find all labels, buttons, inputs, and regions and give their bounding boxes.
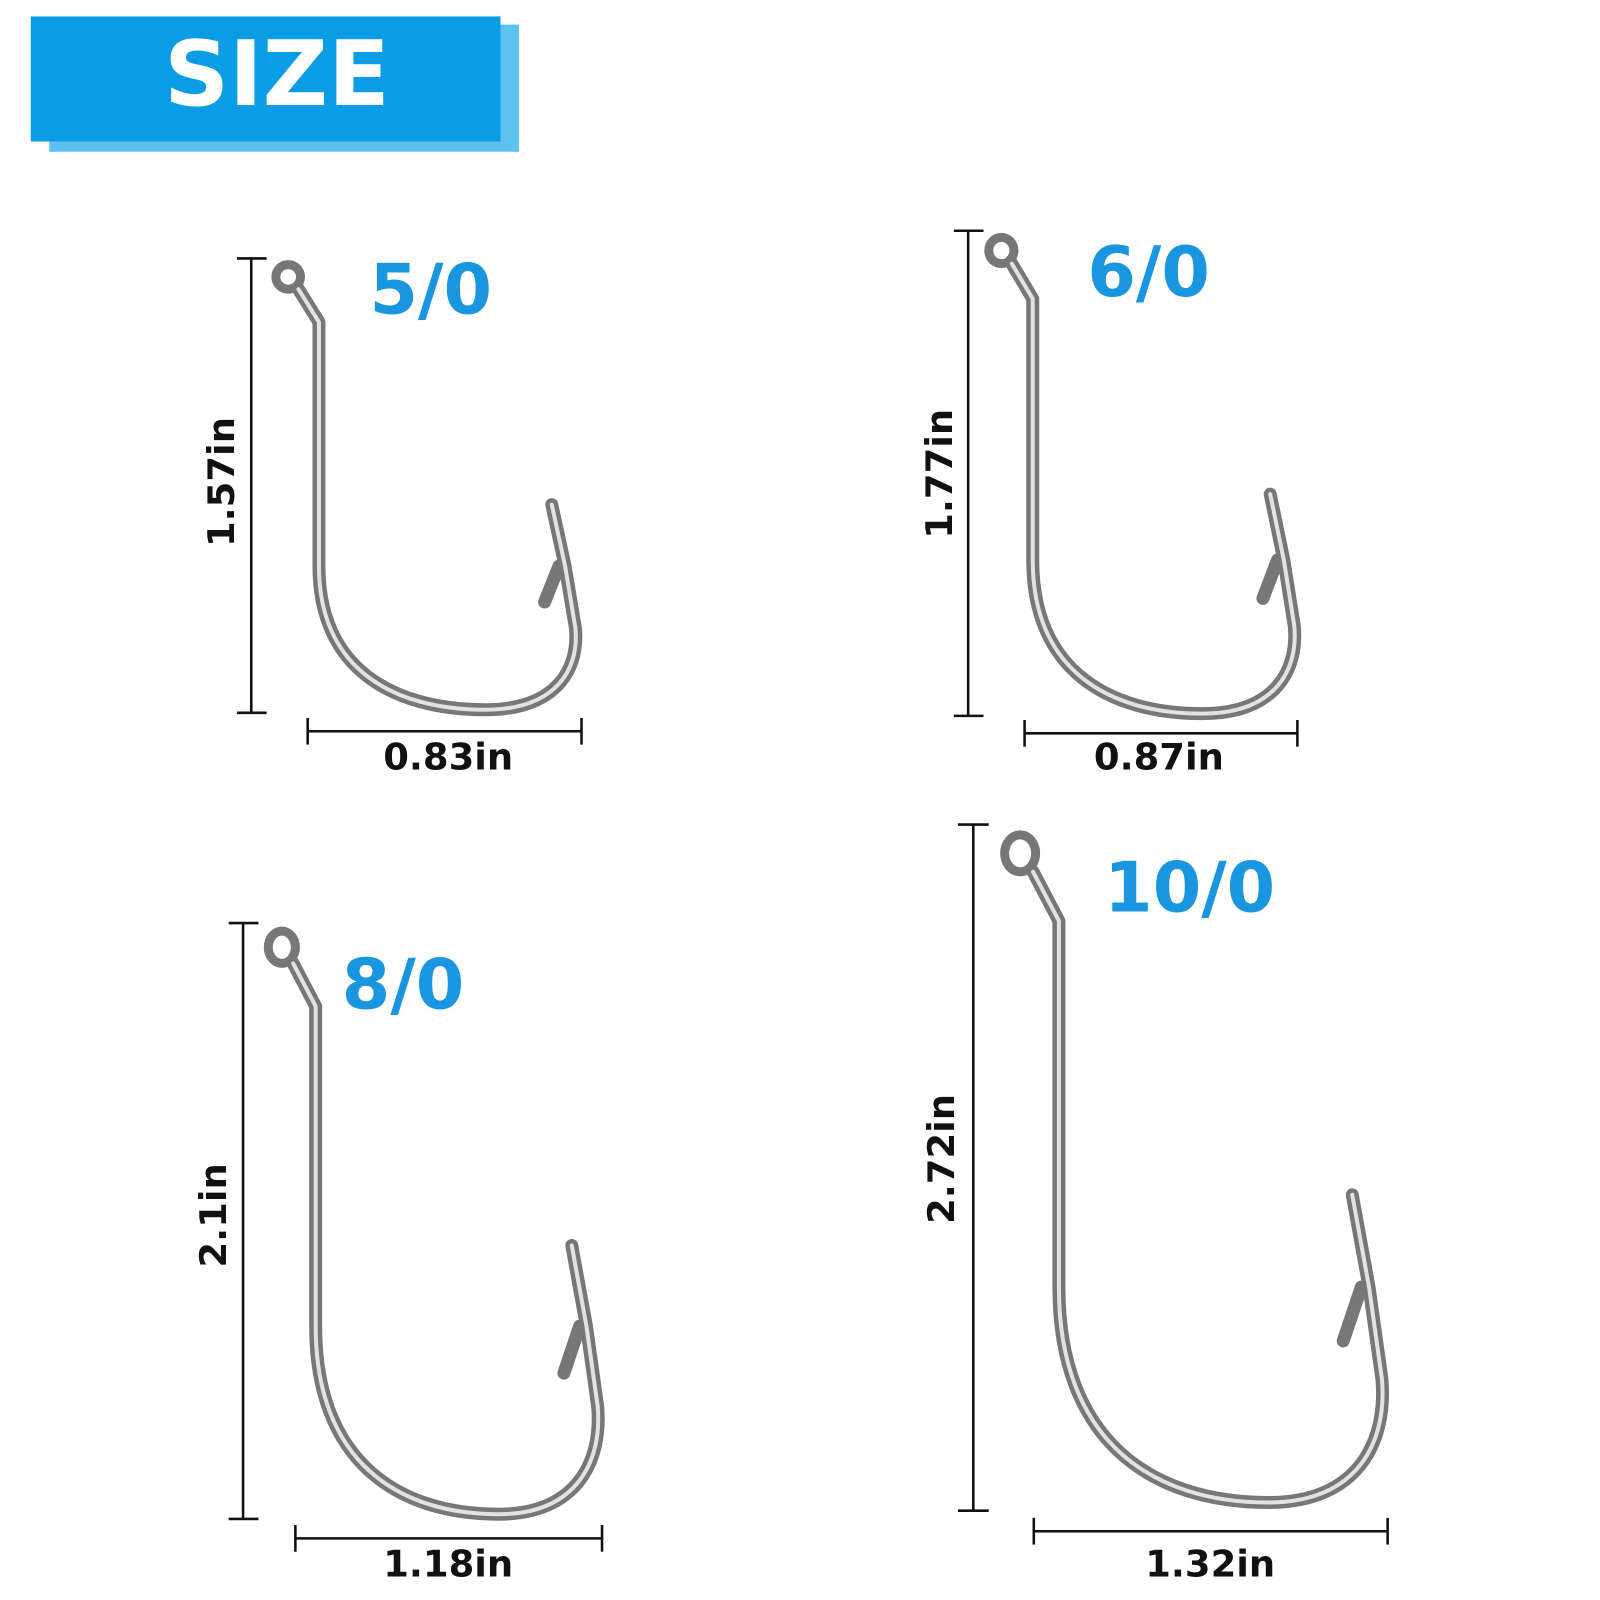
width-label: 1.32in	[1145, 1543, 1275, 1586]
hook-image	[1005, 835, 1383, 1503]
height-dimension	[957, 823, 989, 1512]
width-dimension	[1032, 1517, 1389, 1545]
size-label: 8/0	[342, 945, 465, 1026]
width-dimension	[1023, 719, 1299, 747]
height-label: 1.57in	[200, 417, 243, 547]
height-label: 2.72in	[920, 1094, 963, 1224]
content: SIZE 1.57in 0.83in 5/0 1.77in 0.87in 6/0…	[30, 16, 1389, 1586]
height-dimension	[228, 921, 259, 1521]
hook-image	[276, 265, 576, 710]
banner	[30, 16, 501, 142]
width-dimension	[306, 717, 583, 745]
size-label: 6/0	[1087, 232, 1210, 313]
title: SIZE	[164, 22, 390, 127]
width-label: 0.87in	[1094, 735, 1224, 778]
height-label: 2.1in	[192, 1163, 235, 1267]
height-dimension	[236, 257, 267, 715]
size-label: 5/0	[369, 249, 492, 330]
height-label: 1.77in	[918, 409, 961, 539]
height-dimension	[953, 229, 984, 718]
width-label: 1.18in	[383, 1543, 513, 1586]
size-label: 10/0	[1104, 847, 1275, 928]
width-dimension	[294, 1525, 604, 1552]
width-label: 0.83in	[383, 735, 513, 778]
